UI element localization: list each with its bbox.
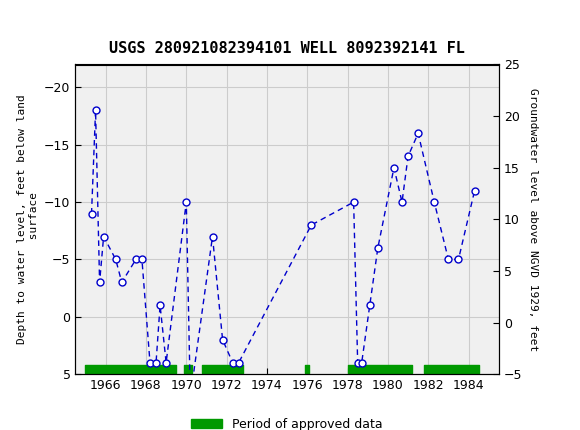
Text: ≡USGS: ≡USGS <box>12 6 70 26</box>
Y-axis label: Depth to water level, feet below land
 surface: Depth to water level, feet below land su… <box>17 95 39 344</box>
Title: USGS 280921082394101 WELL 8092392141 FL: USGS 280921082394101 WELL 8092392141 FL <box>109 41 465 56</box>
Y-axis label: Groundwater level above NGVD 1929, feet: Groundwater level above NGVD 1929, feet <box>528 88 538 351</box>
Legend: Period of approved data: Period of approved data <box>186 413 388 430</box>
